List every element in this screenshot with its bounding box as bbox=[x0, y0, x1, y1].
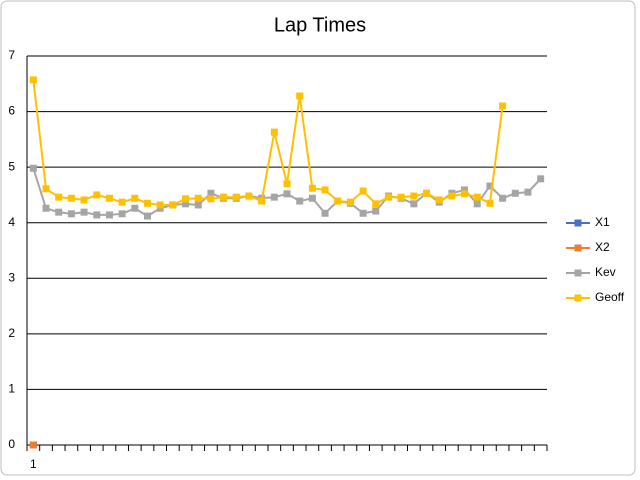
point bbox=[372, 207, 380, 215]
point bbox=[283, 190, 291, 198]
y-tick-label: 4 bbox=[8, 215, 15, 229]
point bbox=[67, 210, 75, 218]
point bbox=[308, 184, 316, 192]
point bbox=[42, 185, 50, 193]
point bbox=[93, 211, 101, 219]
point bbox=[359, 187, 367, 195]
point bbox=[194, 201, 202, 209]
point bbox=[321, 209, 329, 217]
point bbox=[346, 198, 354, 206]
point bbox=[397, 193, 405, 201]
y-tick-label: 3 bbox=[8, 270, 15, 284]
legend-marker bbox=[574, 219, 582, 227]
point bbox=[308, 194, 316, 202]
point bbox=[55, 193, 63, 201]
y-tick-label: 0 bbox=[8, 437, 15, 451]
point bbox=[359, 209, 367, 217]
point bbox=[321, 186, 329, 194]
point bbox=[461, 186, 469, 194]
point bbox=[537, 175, 545, 183]
point bbox=[29, 164, 37, 172]
legend-label: X2 bbox=[595, 240, 610, 254]
point bbox=[283, 180, 291, 188]
point bbox=[258, 197, 266, 205]
point bbox=[182, 195, 190, 203]
point bbox=[143, 199, 151, 207]
point bbox=[105, 211, 113, 219]
point bbox=[118, 198, 126, 206]
point bbox=[435, 196, 443, 204]
legend-label: Kev bbox=[595, 265, 616, 279]
point bbox=[182, 200, 190, 208]
point bbox=[461, 190, 469, 198]
point bbox=[207, 189, 215, 197]
point bbox=[220, 193, 228, 201]
point bbox=[296, 197, 304, 205]
point bbox=[29, 441, 37, 449]
y-tick-label: 2 bbox=[8, 326, 15, 340]
point bbox=[499, 194, 507, 202]
point bbox=[131, 194, 139, 202]
point bbox=[67, 194, 75, 202]
point bbox=[156, 201, 164, 209]
point bbox=[423, 189, 431, 197]
y-tick-label: 5 bbox=[8, 159, 15, 173]
point bbox=[296, 92, 304, 100]
point bbox=[105, 194, 113, 202]
point bbox=[486, 182, 494, 190]
point bbox=[511, 189, 519, 197]
point bbox=[194, 194, 202, 202]
point bbox=[118, 210, 126, 218]
point bbox=[486, 199, 494, 207]
point bbox=[270, 193, 278, 201]
point bbox=[232, 193, 240, 201]
point bbox=[270, 128, 278, 136]
point bbox=[169, 201, 177, 209]
point bbox=[499, 102, 507, 110]
y-tick-label: 1 bbox=[8, 382, 15, 396]
point bbox=[29, 76, 37, 84]
point bbox=[334, 197, 342, 205]
point bbox=[131, 204, 139, 212]
point bbox=[524, 188, 532, 196]
y-tick-label: 7 bbox=[8, 48, 15, 62]
point bbox=[80, 196, 88, 204]
point bbox=[55, 208, 63, 216]
point bbox=[207, 195, 215, 203]
point bbox=[80, 208, 88, 216]
point bbox=[473, 193, 481, 201]
point bbox=[42, 204, 50, 212]
point bbox=[473, 200, 481, 208]
point bbox=[143, 212, 151, 220]
legend-marker bbox=[574, 244, 582, 252]
point bbox=[448, 192, 456, 200]
legend-marker bbox=[574, 269, 582, 277]
point bbox=[93, 191, 101, 199]
point bbox=[245, 192, 253, 200]
y-tick-label: 6 bbox=[8, 104, 15, 118]
point bbox=[384, 193, 392, 201]
x-tick-label: 1 bbox=[30, 457, 37, 471]
point bbox=[410, 192, 418, 200]
chart-title: Lap Times bbox=[274, 14, 366, 36]
legend-marker bbox=[574, 294, 582, 302]
point bbox=[410, 200, 418, 208]
point bbox=[372, 200, 380, 208]
legend-label: X1 bbox=[595, 215, 610, 229]
legend-label: Geoff bbox=[595, 290, 625, 304]
